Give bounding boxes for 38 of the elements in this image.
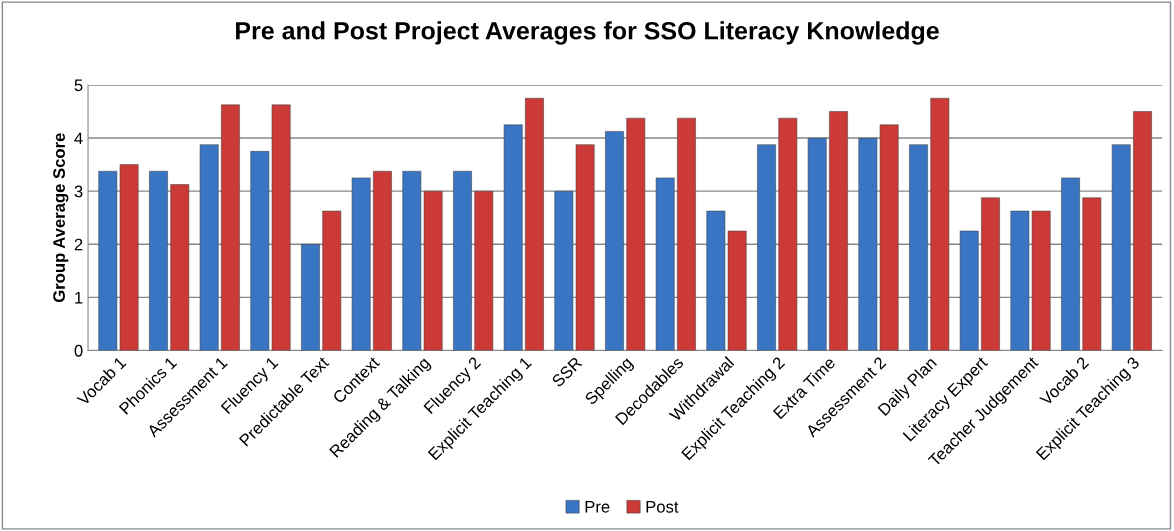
bar [373,170,392,351]
y-tick-label: 5 [74,79,83,92]
bar [503,124,523,351]
bar [351,177,371,351]
bar [525,97,544,351]
bar [1111,144,1131,351]
bar [829,111,848,351]
bar [474,190,494,351]
bar [199,144,219,351]
bar [807,137,827,351]
bar [959,230,979,351]
bar [757,144,776,351]
y-tick-label: 0 [74,344,83,357]
y-axis-title: Group Average Score [53,133,69,303]
y-tick-label: 3 [74,185,83,198]
bar [170,184,190,351]
bar [677,117,696,351]
legend-label: Pre [585,501,610,513]
bar [909,144,928,351]
legend-label: Post [646,501,679,513]
bar [453,170,472,351]
bar [778,117,798,351]
bar [605,131,624,351]
y-tick-label: 1 [75,291,83,304]
bar [930,97,950,351]
y-tick-label: 2 [74,238,83,251]
bar [301,243,320,351]
bar [626,117,646,351]
bar [149,170,168,351]
bar [322,210,342,351]
bar [655,177,675,351]
bar [1082,197,1102,351]
bar [981,197,1000,351]
bar [1061,177,1080,351]
bar [1133,111,1152,351]
chart-title: Pre and Post Project Averages for SSO Literacy Knowledge [236,21,939,45]
bar [221,104,240,351]
y-tick-label: 4 [74,132,83,145]
